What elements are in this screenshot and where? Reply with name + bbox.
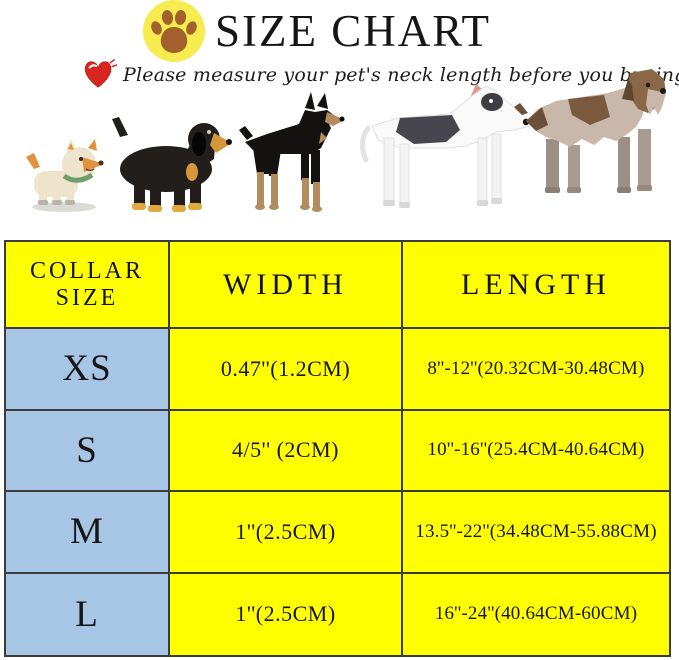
length-cell-l: 16''-24''(40.64CM-60CM)	[403, 573, 669, 655]
page-title: SIZE CHART	[215, 6, 492, 56]
size-table: COLLAR SIZE WIDTH LENGTH XS 0.47''(1.2CM…	[4, 240, 671, 657]
doberman-icon	[239, 92, 345, 212]
measure-note-text: Please measure your pet's neck length be…	[123, 63, 679, 86]
paw-icon	[143, 0, 205, 62]
width-cell-xs: 0.47''(1.2CM)	[170, 329, 403, 411]
size-cell-l: L	[6, 573, 170, 655]
title-row: SIZE CHART	[143, 0, 491, 62]
dachshund-icon	[112, 117, 232, 212]
width-cell-m: 1''(2.5CM)	[170, 492, 403, 574]
length-cell-m: 13.5''-22''(34.48CM-55.88CM)	[403, 492, 669, 574]
column-header-collar-size: COLLAR SIZE	[6, 242, 170, 329]
size-cell-xs: XS	[6, 329, 170, 411]
size-cell-s: S	[6, 410, 170, 492]
measure-note: Please measure your pet's neck length be…	[83, 58, 679, 91]
pointer-dog-icon	[360, 84, 531, 208]
width-cell-s: 4/5'' (2CM)	[170, 410, 403, 492]
column-header-width: WIDTH	[170, 242, 403, 329]
size-cell-m: M	[6, 492, 170, 574]
heart-icon	[84, 59, 118, 88]
dog-size-illustrations	[0, 0, 679, 235]
toy-dog-icon	[26, 139, 104, 212]
length-cell-xs: 8''-12''(20.32CM-30.48CM)	[403, 329, 669, 411]
length-cell-s: 10''-16''(25.4CM-40.64CM)	[403, 410, 669, 492]
shaggy-dog-icon	[514, 69, 666, 193]
column-header-length: LENGTH	[403, 242, 669, 329]
width-cell-l: 1''(2.5CM)	[170, 573, 403, 655]
